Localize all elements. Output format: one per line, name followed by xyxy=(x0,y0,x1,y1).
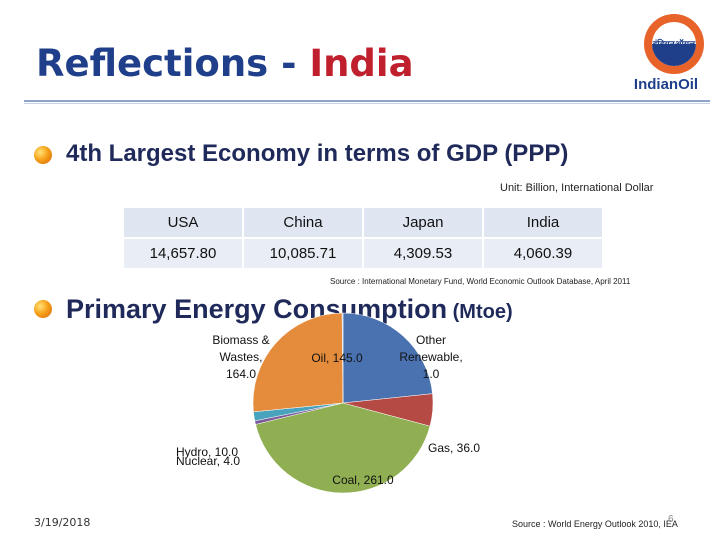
label-nuclear: Nuclear, 4.0 xyxy=(176,454,241,468)
energy-heading: Primary Energy Consumption (Mtoe) xyxy=(66,294,513,325)
table-header-cell: Japan xyxy=(364,208,482,237)
pie-slice-biomass-wastes xyxy=(252,312,344,413)
energy-heading-unit: (Mtoe) xyxy=(447,301,513,323)
label-gas: Gas, 36.0 xyxy=(428,441,481,455)
header-divider xyxy=(24,100,710,102)
label-line: Wastes, xyxy=(219,350,263,364)
label-coal: Coal, 261.0 xyxy=(332,473,394,487)
page-number: 6 xyxy=(668,514,674,525)
table-header-cell: India xyxy=(484,208,602,237)
table-cell: 10,085.71 xyxy=(244,239,362,268)
label-line: Renewable, xyxy=(399,350,463,364)
table-cell: 4,309.53 xyxy=(364,239,482,268)
gdp-heading: 4th Largest Economy in terms of GDP (PPP… xyxy=(66,140,569,167)
label-oil: Oil, 145.0 xyxy=(311,351,363,365)
label-line: Biomass & xyxy=(212,333,270,347)
title-part2: India xyxy=(309,42,414,85)
label-biomass: Biomass & Wastes, 164.0 xyxy=(196,332,286,383)
table-header-row: USA China Japan India xyxy=(124,208,602,237)
table-cell: 14,657.80 xyxy=(124,239,242,268)
label-line: 1.0 xyxy=(422,367,440,381)
energy-heading-text: Primary Energy Consumption xyxy=(66,294,448,324)
orange-bullet-icon xyxy=(34,146,52,164)
footer-date: 3/19/2018 xyxy=(34,516,91,529)
gdp-unit: Unit: Billion, International Dollar xyxy=(500,182,654,194)
label-line: 164.0 xyxy=(225,367,257,381)
table-header-cell: USA xyxy=(124,208,242,237)
header-divider-light xyxy=(24,103,710,104)
label-hydro: Hydro, 10.0 xyxy=(176,445,239,459)
indianoil-logo-icon: इंडियनऑयल xyxy=(644,14,704,74)
table-cell: 4,060.39 xyxy=(484,239,602,268)
label-line: Other xyxy=(415,333,446,347)
table-row: 14,657.80 10,085.71 4,309.53 4,060.39 xyxy=(124,239,602,268)
gdp-source: Source : International Monetary Fund, Wo… xyxy=(330,277,631,286)
title-part1: Reflections xyxy=(36,42,269,85)
logo-hindi-text: इंडियनऑयल xyxy=(652,38,696,50)
logo-name: IndianOil xyxy=(633,76,699,93)
orange-bullet-icon xyxy=(34,300,52,318)
title-separator: - xyxy=(268,42,310,85)
gdp-table: USA China Japan India 14,657.80 10,085.7… xyxy=(122,206,604,270)
pie-slice-coal xyxy=(255,402,431,494)
label-other-renewable: Other Renewable, 1.0 xyxy=(386,332,476,383)
pie-slice-other-renewable xyxy=(341,312,344,404)
page-title: Reflections - India xyxy=(36,42,414,85)
table-header-cell: China xyxy=(244,208,362,237)
pie-slice-oil xyxy=(342,312,433,404)
footer-source: Source : World Energy Outlook 2010, IEA xyxy=(512,519,678,529)
